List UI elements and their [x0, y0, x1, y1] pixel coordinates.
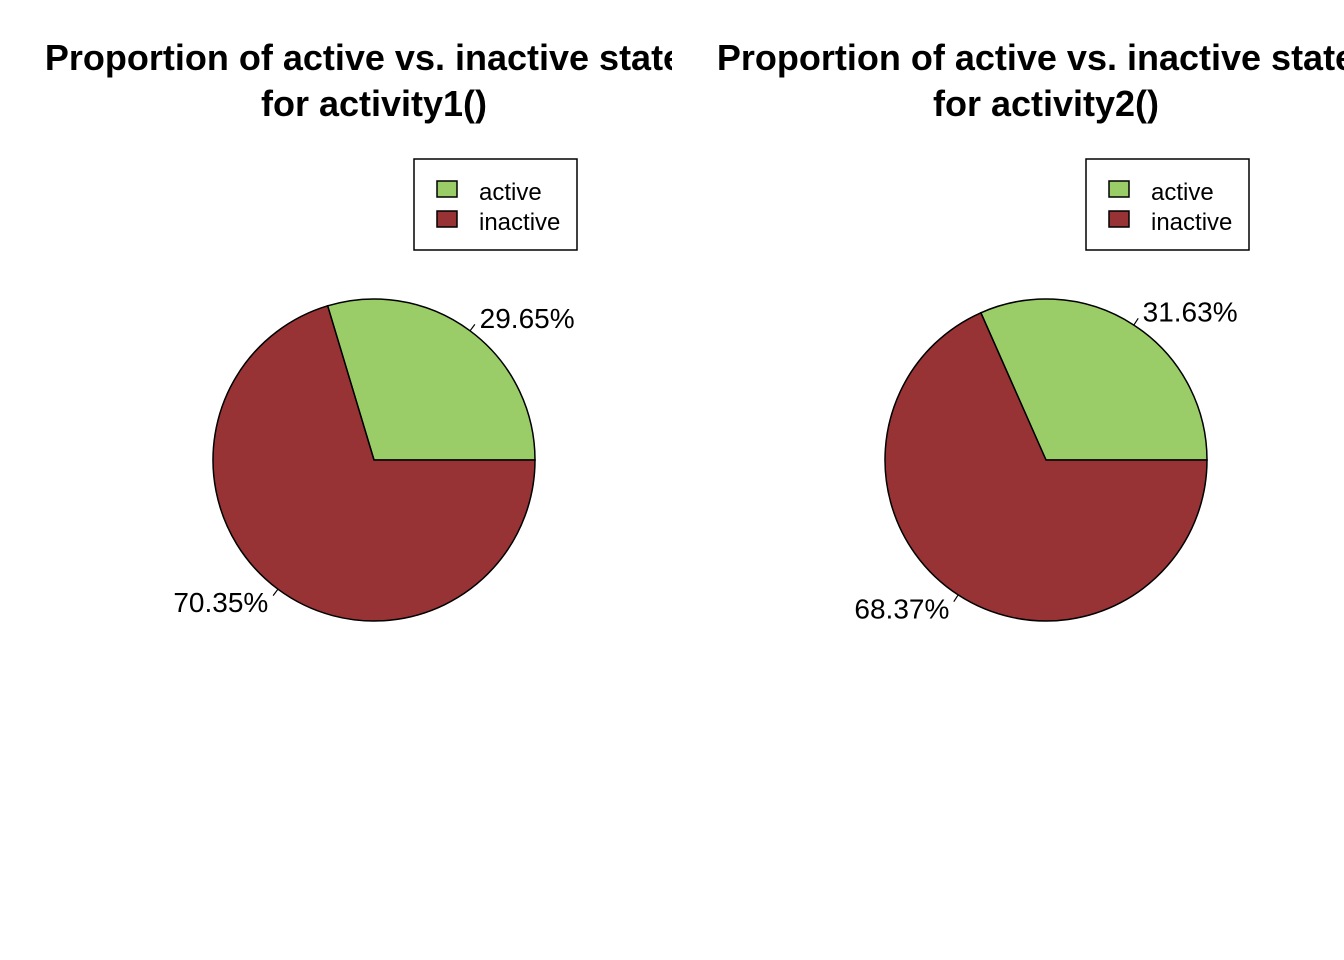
pie-label-active: 31.63% [1143, 297, 1238, 328]
legend-swatch-active [1108, 180, 1130, 198]
legend: active inactive [413, 158, 578, 251]
pie: 29.65% 70.35% [173, 298, 575, 622]
pie: 31.63% 68.37% [854, 297, 1237, 625]
pie-label-active: 29.65% [480, 303, 575, 334]
pie-label-tick [469, 323, 476, 332]
pie-chart-svg: Proportion of active vs. inactive states… [717, 37, 1344, 625]
pie-label-tick [272, 588, 279, 597]
legend-box [1085, 158, 1250, 251]
legend-box [413, 158, 578, 251]
pie-label-tick [1133, 318, 1139, 326]
legend-label-active: active [479, 179, 542, 206]
legend-swatch-active [436, 180, 458, 198]
pie-chart-activity2: Proportion of active vs. inactive states… [672, 0, 1344, 960]
pie-chart-activity1: Proportion of active vs. inactive states… [45, 37, 672, 622]
legend-swatch-inactive [436, 210, 458, 228]
legend-label-inactive: inactive [479, 209, 560, 236]
legend-label-active: active [1151, 179, 1214, 206]
legend: active inactive [1085, 158, 1250, 251]
pie-label-inactive: 68.37% [854, 593, 949, 624]
chart-title-line2: for activity2() [933, 83, 1159, 124]
pie-slice-active [979, 298, 1208, 461]
pie-slice-active [326, 298, 536, 461]
pie-label-inactive: 70.35% [173, 587, 268, 618]
chart-title-line2: for activity1() [261, 83, 487, 124]
legend-swatch-inactive [1108, 210, 1130, 228]
chart-title-line1: Proportion of active vs. inactive states [717, 37, 1344, 78]
chart-title-line1: Proportion of active vs. inactive states [45, 37, 672, 78]
legend-label-inactive: inactive [1151, 209, 1232, 236]
pie-label-tick [953, 594, 959, 602]
pie-chart-svg: Proportion of active vs. inactive states… [45, 37, 672, 622]
